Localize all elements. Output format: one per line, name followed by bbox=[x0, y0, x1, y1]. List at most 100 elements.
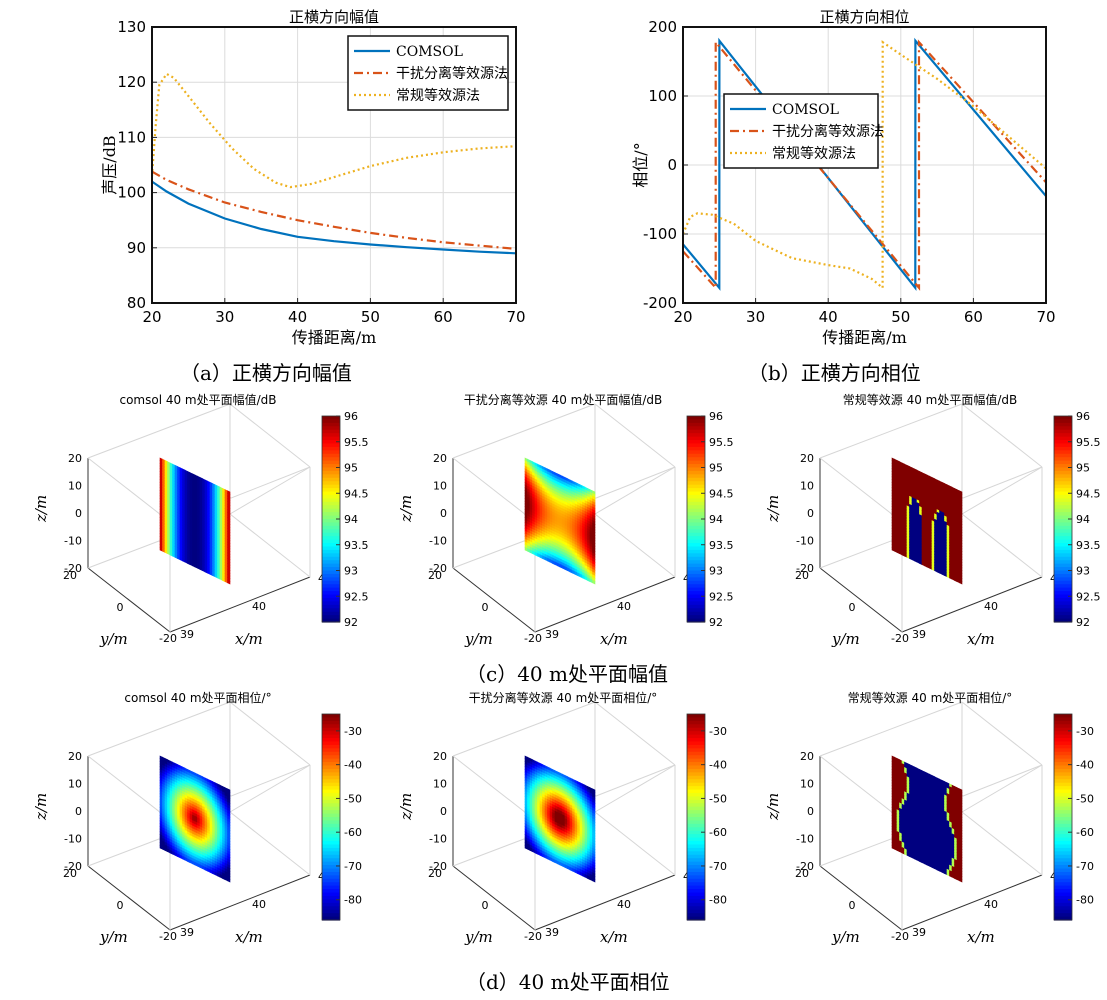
colorbar-segment bbox=[322, 460, 340, 465]
colorbar-segment bbox=[687, 446, 705, 451]
colorbar-segment bbox=[322, 532, 340, 537]
colorbar-tick-label: 95.5 bbox=[344, 436, 369, 449]
axis-box-line bbox=[819, 403, 963, 459]
axis-box-line bbox=[169, 874, 311, 931]
colorbar-segment bbox=[322, 792, 340, 797]
colorbar-segment bbox=[687, 433, 705, 438]
z-tick-label: -10 bbox=[64, 833, 82, 846]
axis-box-line bbox=[594, 764, 676, 813]
colorbar-tick-label: 92.5 bbox=[344, 590, 369, 603]
x-tick-label: 40 bbox=[617, 600, 631, 613]
x-tick-label: 60 bbox=[434, 308, 453, 326]
colorbar-segment bbox=[322, 591, 340, 596]
z-tick-label: -20 bbox=[796, 562, 814, 575]
z-tick-label: 20 bbox=[433, 452, 447, 465]
colorbar-segment bbox=[1054, 474, 1072, 479]
axis-box-line bbox=[452, 701, 596, 757]
panel-title: 常规等效源 40 m处平面幅值/dB bbox=[843, 392, 1017, 407]
axis-box-line bbox=[819, 567, 903, 633]
colorbar-segment bbox=[687, 488, 705, 493]
axis-box-line bbox=[229, 701, 311, 766]
colorbar-segment bbox=[322, 419, 340, 424]
axis-box-line bbox=[87, 457, 171, 523]
colorbar-segment bbox=[322, 803, 340, 808]
x-tick-label: 20 bbox=[673, 308, 692, 326]
colorbar-segment bbox=[322, 799, 340, 804]
x-tick-label: 40 bbox=[252, 898, 266, 911]
y-axis-label: y/m bbox=[99, 630, 128, 648]
z-tick-label: 20 bbox=[433, 750, 447, 763]
colorbar-segment bbox=[687, 608, 705, 613]
colorbar-tick-label: -70 bbox=[344, 860, 362, 873]
colorbar-segment bbox=[687, 484, 705, 489]
colorbar-segment bbox=[1054, 484, 1072, 489]
colorbar-segment bbox=[1054, 577, 1072, 582]
colorbar-segment bbox=[322, 577, 340, 582]
colorbar-segment bbox=[322, 429, 340, 434]
colorbar-segment bbox=[1054, 416, 1072, 421]
y-axis-label: y/m bbox=[464, 630, 493, 648]
colorbar-segment bbox=[322, 868, 340, 873]
colorbar-segment bbox=[322, 440, 340, 445]
colorbar-segment bbox=[687, 587, 705, 592]
axis-box-line bbox=[87, 701, 231, 757]
colorbar-tick-label: 92 bbox=[709, 616, 723, 629]
x-tick-label: 40 bbox=[819, 308, 838, 326]
panel-title: comsol 40 m处平面幅值/dB bbox=[119, 392, 276, 407]
colorbar-segment bbox=[322, 525, 340, 530]
colorbar-segment bbox=[322, 837, 340, 842]
colorbar-segment bbox=[322, 601, 340, 606]
colorbar-segment bbox=[687, 519, 705, 524]
colorbar-segment bbox=[322, 580, 340, 585]
y-tick-label: 20 bbox=[795, 569, 809, 582]
axis-box-line bbox=[452, 567, 536, 633]
colorbar-segment bbox=[322, 851, 340, 856]
colorbar-tick-label: 92 bbox=[344, 616, 358, 629]
colorbar-tick-label: -30 bbox=[344, 725, 362, 738]
axis-box-line bbox=[229, 466, 311, 515]
colorbar-segment bbox=[322, 854, 340, 859]
y-tick-label: 20 bbox=[63, 569, 77, 582]
colorbar-segment bbox=[1054, 591, 1072, 596]
y-tick-label: 100 bbox=[117, 184, 146, 202]
colorbar-tick-label: 95 bbox=[344, 462, 358, 475]
x-tick-label: 40 bbox=[252, 600, 266, 613]
axis-box-line bbox=[594, 811, 676, 876]
colorbar-segment bbox=[322, 477, 340, 482]
colorbar-segment bbox=[687, 457, 705, 462]
y-tick-label: -20 bbox=[524, 632, 542, 645]
colorbar-segment bbox=[1054, 467, 1072, 472]
colorbar-segment bbox=[322, 508, 340, 513]
colorbar-segment bbox=[687, 436, 705, 441]
colorbar-segment bbox=[1054, 419, 1072, 424]
colorbar-segment bbox=[1054, 501, 1072, 506]
colorbar-segment bbox=[1054, 491, 1072, 496]
y-tick-label: 130 bbox=[117, 18, 146, 36]
y-tick-label: 20 bbox=[428, 569, 442, 582]
colorbar-segment bbox=[322, 512, 340, 517]
colorbar-segment bbox=[322, 827, 340, 832]
series-line-1 bbox=[152, 170, 516, 250]
series-line-0 bbox=[152, 180, 516, 255]
colorbar-segment bbox=[1054, 481, 1072, 486]
colorbar-tick-label: 96 bbox=[1076, 410, 1090, 423]
y-tick-label: 120 bbox=[117, 73, 146, 91]
legend-label-1: 干扰分离等效源法 bbox=[772, 123, 884, 140]
colorbar-segment bbox=[687, 494, 705, 499]
colorbar-tick-label: 93 bbox=[1076, 565, 1090, 578]
colorbar-segment bbox=[322, 810, 340, 815]
colorbar-segment bbox=[322, 892, 340, 897]
colorbar-tick-label: 93.5 bbox=[1076, 539, 1101, 552]
colorbar-segment bbox=[322, 724, 340, 729]
colorbar-segment bbox=[687, 522, 705, 527]
z-tick-label: 20 bbox=[800, 452, 814, 465]
colorbar-segment bbox=[322, 543, 340, 548]
colorbar-segment bbox=[1054, 543, 1072, 548]
y-tick-label: 0 bbox=[482, 601, 489, 614]
colorbar-segment bbox=[1054, 549, 1072, 554]
colorbar-segment bbox=[1054, 573, 1072, 578]
colorbar-segment bbox=[322, 467, 340, 472]
z-axis-label: z/m bbox=[32, 495, 50, 523]
colorbar-segment bbox=[322, 536, 340, 541]
colorbar-segment bbox=[322, 717, 340, 722]
